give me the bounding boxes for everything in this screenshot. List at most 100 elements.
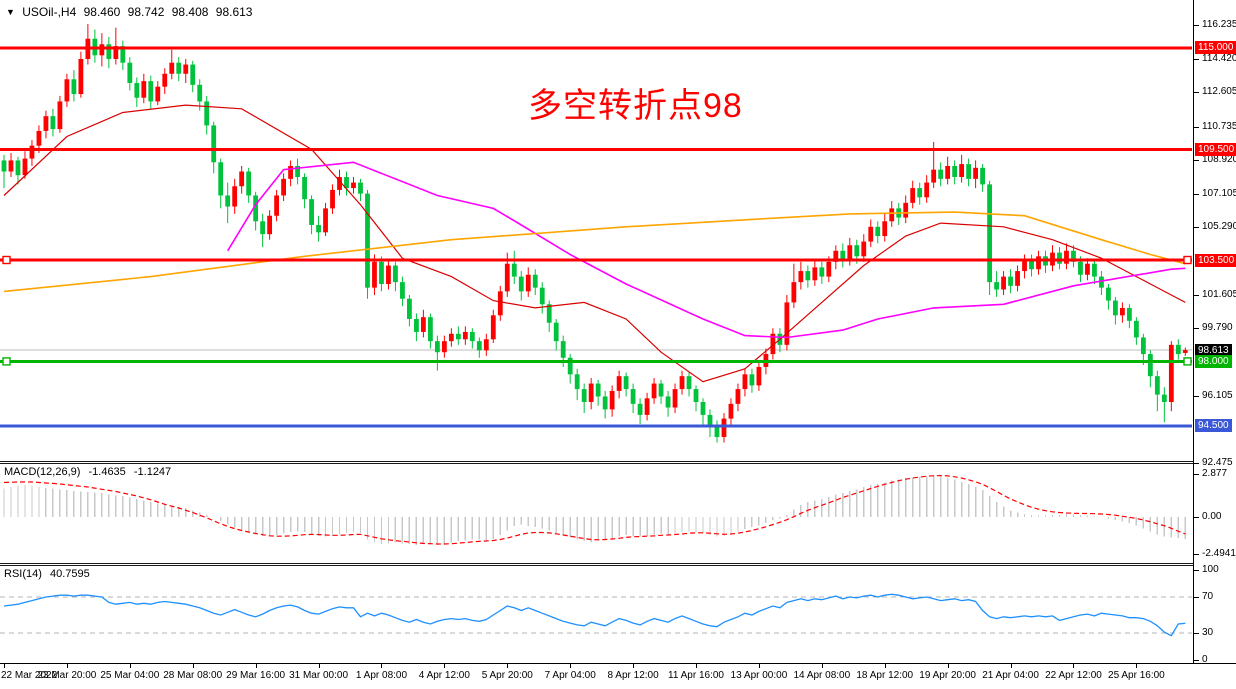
candle-body bbox=[756, 366, 762, 386]
candle-body bbox=[518, 276, 524, 292]
panel-separator-rsi[interactable] bbox=[0, 563, 1193, 566]
macd-axis-label: 2.877 bbox=[1202, 467, 1228, 479]
price-axis[interactable]: 116.235 114.420 112.605 110.735 108.920 107.1… bbox=[1193, 0, 1236, 665]
candle-body bbox=[525, 274, 531, 292]
candle-body bbox=[476, 341, 482, 351]
price-axis-label: 96.105 bbox=[1202, 390, 1233, 402]
hline-handle[interactable] bbox=[2, 255, 11, 265]
hline-handle[interactable] bbox=[1183, 255, 1192, 265]
candle-body bbox=[141, 81, 147, 98]
ma-slow-orange bbox=[3, 211, 1186, 293]
macd-indicator-panel[interactable] bbox=[0, 464, 1193, 563]
price-axis-label: 116.235 bbox=[1202, 19, 1236, 31]
price-badge-109.500: 109.500 bbox=[1195, 142, 1236, 156]
candle-body bbox=[469, 331, 475, 342]
candle-body bbox=[959, 164, 965, 178]
macd-axis-tick bbox=[1194, 554, 1199, 556]
candle-body bbox=[728, 403, 734, 419]
candle-body bbox=[1140, 337, 1146, 355]
time-axis-tick bbox=[444, 664, 446, 668]
candle-body bbox=[36, 130, 42, 146]
candle-body bbox=[994, 282, 999, 290]
candle-body bbox=[1126, 307, 1132, 321]
macd-value-main: -1.4635 bbox=[88, 466, 126, 478]
time-axis-tick bbox=[884, 664, 886, 668]
candle-body bbox=[260, 221, 266, 235]
time-axis-label: 11 Apr 16:00 bbox=[668, 670, 724, 681]
candle-body bbox=[57, 101, 63, 130]
hline-handle[interactable] bbox=[1183, 357, 1192, 366]
candle-body bbox=[1161, 394, 1167, 402]
candle-body bbox=[232, 186, 238, 207]
candle-body bbox=[337, 177, 342, 190]
candle-body bbox=[658, 383, 664, 397]
candle-body bbox=[204, 101, 210, 126]
candle-body bbox=[8, 160, 14, 172]
rsi-axis-tick bbox=[1194, 570, 1199, 571]
candle-body bbox=[812, 267, 818, 281]
candle-body bbox=[966, 164, 972, 179]
hline-handle[interactable] bbox=[2, 357, 11, 366]
candle-body bbox=[441, 341, 447, 353]
candle-body bbox=[735, 389, 741, 404]
candle-body bbox=[686, 376, 692, 390]
rsi-axis-label: 0 bbox=[1202, 654, 1208, 665]
time-axis-tick bbox=[507, 664, 509, 668]
time-axis[interactable]: 22 Mar 2022 23 Mar 20:00 25 Mar 04:00 28 Ma… bbox=[0, 663, 1236, 689]
candle-body bbox=[1078, 261, 1083, 275]
candle-body bbox=[351, 182, 356, 189]
candle-body bbox=[609, 390, 615, 410]
candle-body bbox=[679, 376, 685, 390]
candle-body bbox=[1085, 263, 1090, 275]
candle-body bbox=[504, 263, 510, 292]
candle-body bbox=[330, 189, 335, 209]
time-axis-tick bbox=[758, 664, 760, 668]
time-axis-label: 25 Apr 16:00 bbox=[1108, 670, 1165, 681]
candle-body bbox=[931, 169, 937, 183]
candle-body bbox=[1057, 252, 1062, 264]
panel-separator-macd[interactable] bbox=[0, 461, 1193, 464]
price-axis-tick bbox=[1194, 396, 1199, 398]
rsi-axis-label: 30 bbox=[1202, 627, 1214, 638]
candle-body bbox=[791, 282, 797, 303]
price-axis-label: 107.105 bbox=[1202, 187, 1236, 199]
candle-body bbox=[386, 265, 391, 284]
macd-axis-tick bbox=[1194, 473, 1199, 475]
candle-body bbox=[1113, 300, 1118, 316]
chart-annotation-text[interactable]: 多空转折点98 bbox=[528, 87, 743, 125]
candle-body bbox=[267, 215, 273, 235]
collapse-triangle-icon[interactable]: ▼ bbox=[6, 7, 15, 17]
time-axis-label: 29 Mar 16:00 bbox=[226, 670, 286, 681]
candle-body bbox=[455, 333, 461, 340]
candle-body bbox=[882, 221, 888, 237]
candle-body bbox=[400, 282, 405, 299]
candlestick-chart[interactable] bbox=[0, 0, 1193, 461]
rsi-value: 40.7595 bbox=[49, 568, 90, 580]
ohlc-high: 98.742 bbox=[127, 5, 165, 19]
candle-body bbox=[588, 383, 594, 402]
candle-body bbox=[448, 333, 454, 342]
candle-body bbox=[847, 245, 853, 261]
time-axis-tick bbox=[129, 664, 131, 668]
candle-body bbox=[623, 376, 629, 390]
candle-body bbox=[651, 383, 657, 399]
candle-body bbox=[1099, 276, 1104, 288]
macd-label: MACD(12,26,9) -1.4635 -1.1247 bbox=[4, 466, 176, 478]
time-axis-label: 13 Apr 00:00 bbox=[730, 670, 788, 681]
candle-body bbox=[1001, 276, 1006, 290]
candle-body bbox=[379, 261, 384, 284]
time-axis-label: 21 Apr 04:00 bbox=[982, 670, 1039, 681]
candle-body bbox=[22, 158, 28, 176]
candle-body bbox=[1147, 354, 1153, 377]
candle-body bbox=[581, 389, 587, 402]
macd-axis-tick bbox=[1194, 517, 1199, 518]
candle-body bbox=[372, 261, 377, 288]
candle-body bbox=[574, 374, 580, 390]
candle-body bbox=[1015, 271, 1020, 286]
rsi-indicator-panel[interactable] bbox=[0, 566, 1193, 663]
price-axis-tick bbox=[1194, 294, 1199, 296]
candle-body bbox=[15, 160, 21, 176]
candle-body bbox=[1071, 250, 1076, 262]
candle-body bbox=[127, 62, 133, 83]
